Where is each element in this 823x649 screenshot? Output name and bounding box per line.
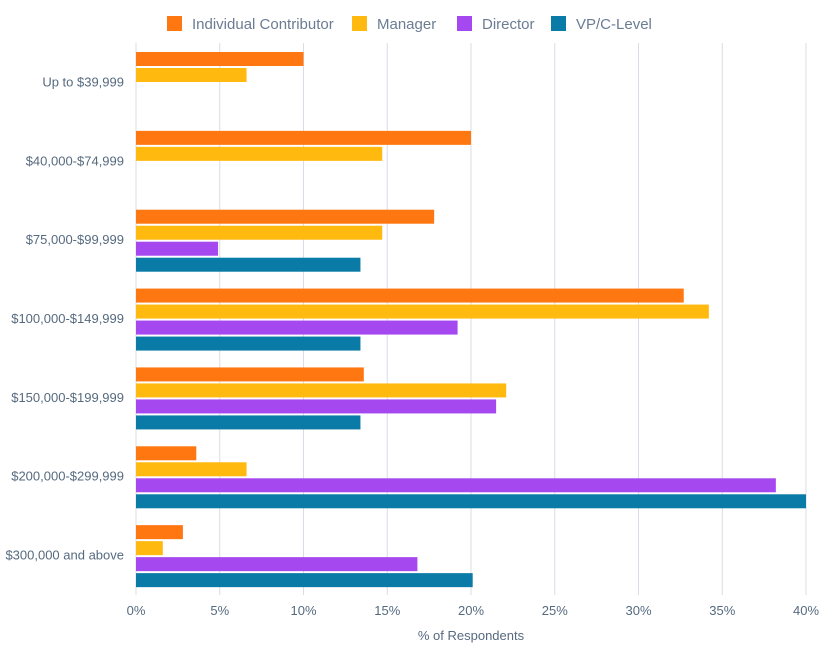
bar[interactable] — [136, 525, 183, 540]
bar[interactable] — [136, 557, 418, 572]
bar[interactable] — [136, 446, 197, 461]
bar[interactable] — [136, 146, 383, 161]
bar[interactable] — [136, 130, 471, 145]
y-category-label: $40,000-$74,999 — [26, 153, 124, 168]
bar[interactable] — [136, 573, 473, 588]
bar[interactable] — [136, 209, 435, 224]
bar[interactable] — [136, 68, 247, 82]
x-axis-title: % of Respondents — [418, 628, 525, 643]
x-tick-label: 30% — [625, 603, 651, 618]
gridlines — [135, 43, 807, 595]
bars — [136, 52, 806, 588]
legend-label[interactable]: Individual Contributor — [192, 16, 334, 33]
bar[interactable] — [136, 257, 361, 272]
y-category-label: Up to $39,999 — [42, 74, 124, 89]
bar[interactable] — [136, 541, 163, 556]
bar[interactable] — [136, 52, 304, 66]
axes: 0% 5% 10% 15% 20% 25% 30% 35% 40% Up to $39,999 $4… — [5, 74, 819, 618]
bar[interactable] — [136, 367, 364, 382]
legend-swatch — [457, 16, 472, 31]
x-tick-label: 35% — [709, 603, 735, 618]
x-tick-label: 0% — [127, 603, 146, 618]
y-category-label: $100,000-$149,999 — [11, 311, 124, 326]
legend: Individual Contributor Manager Director VP/… — [167, 16, 652, 33]
y-category-label: $200,000-$299,999 — [11, 469, 124, 484]
bar[interactable] — [136, 415, 361, 430]
bar[interactable] — [136, 304, 709, 319]
x-tick-label: 15% — [374, 603, 400, 618]
x-tick-label: 40% — [793, 603, 819, 618]
y-category-label: $300,000 and above — [5, 548, 124, 563]
bar[interactable] — [136, 288, 684, 303]
bar[interactable] — [136, 225, 383, 240]
y-category-label: $150,000-$199,999 — [11, 390, 124, 405]
legend-label[interactable]: Manager — [377, 16, 436, 33]
x-tick-label: 25% — [542, 603, 568, 618]
legend-label[interactable]: VP/C-Level — [576, 16, 652, 33]
bar[interactable] — [136, 383, 507, 398]
y-category-label: $75,000-$99,999 — [26, 232, 124, 247]
legend-swatch — [352, 16, 367, 31]
x-tick-label: 10% — [290, 603, 316, 618]
legend-swatch — [551, 16, 566, 31]
legend-swatch — [167, 16, 182, 31]
bar[interactable] — [136, 478, 776, 493]
x-tick-label: 20% — [458, 603, 484, 618]
bar[interactable] — [136, 462, 247, 477]
bar[interactable] — [136, 241, 219, 256]
bar[interactable] — [136, 399, 497, 414]
legend-label[interactable]: Director — [482, 16, 535, 33]
bar[interactable] — [136, 320, 458, 335]
bar[interactable] — [136, 336, 361, 351]
x-tick-label: 5% — [210, 603, 229, 618]
bar[interactable] — [136, 494, 806, 509]
